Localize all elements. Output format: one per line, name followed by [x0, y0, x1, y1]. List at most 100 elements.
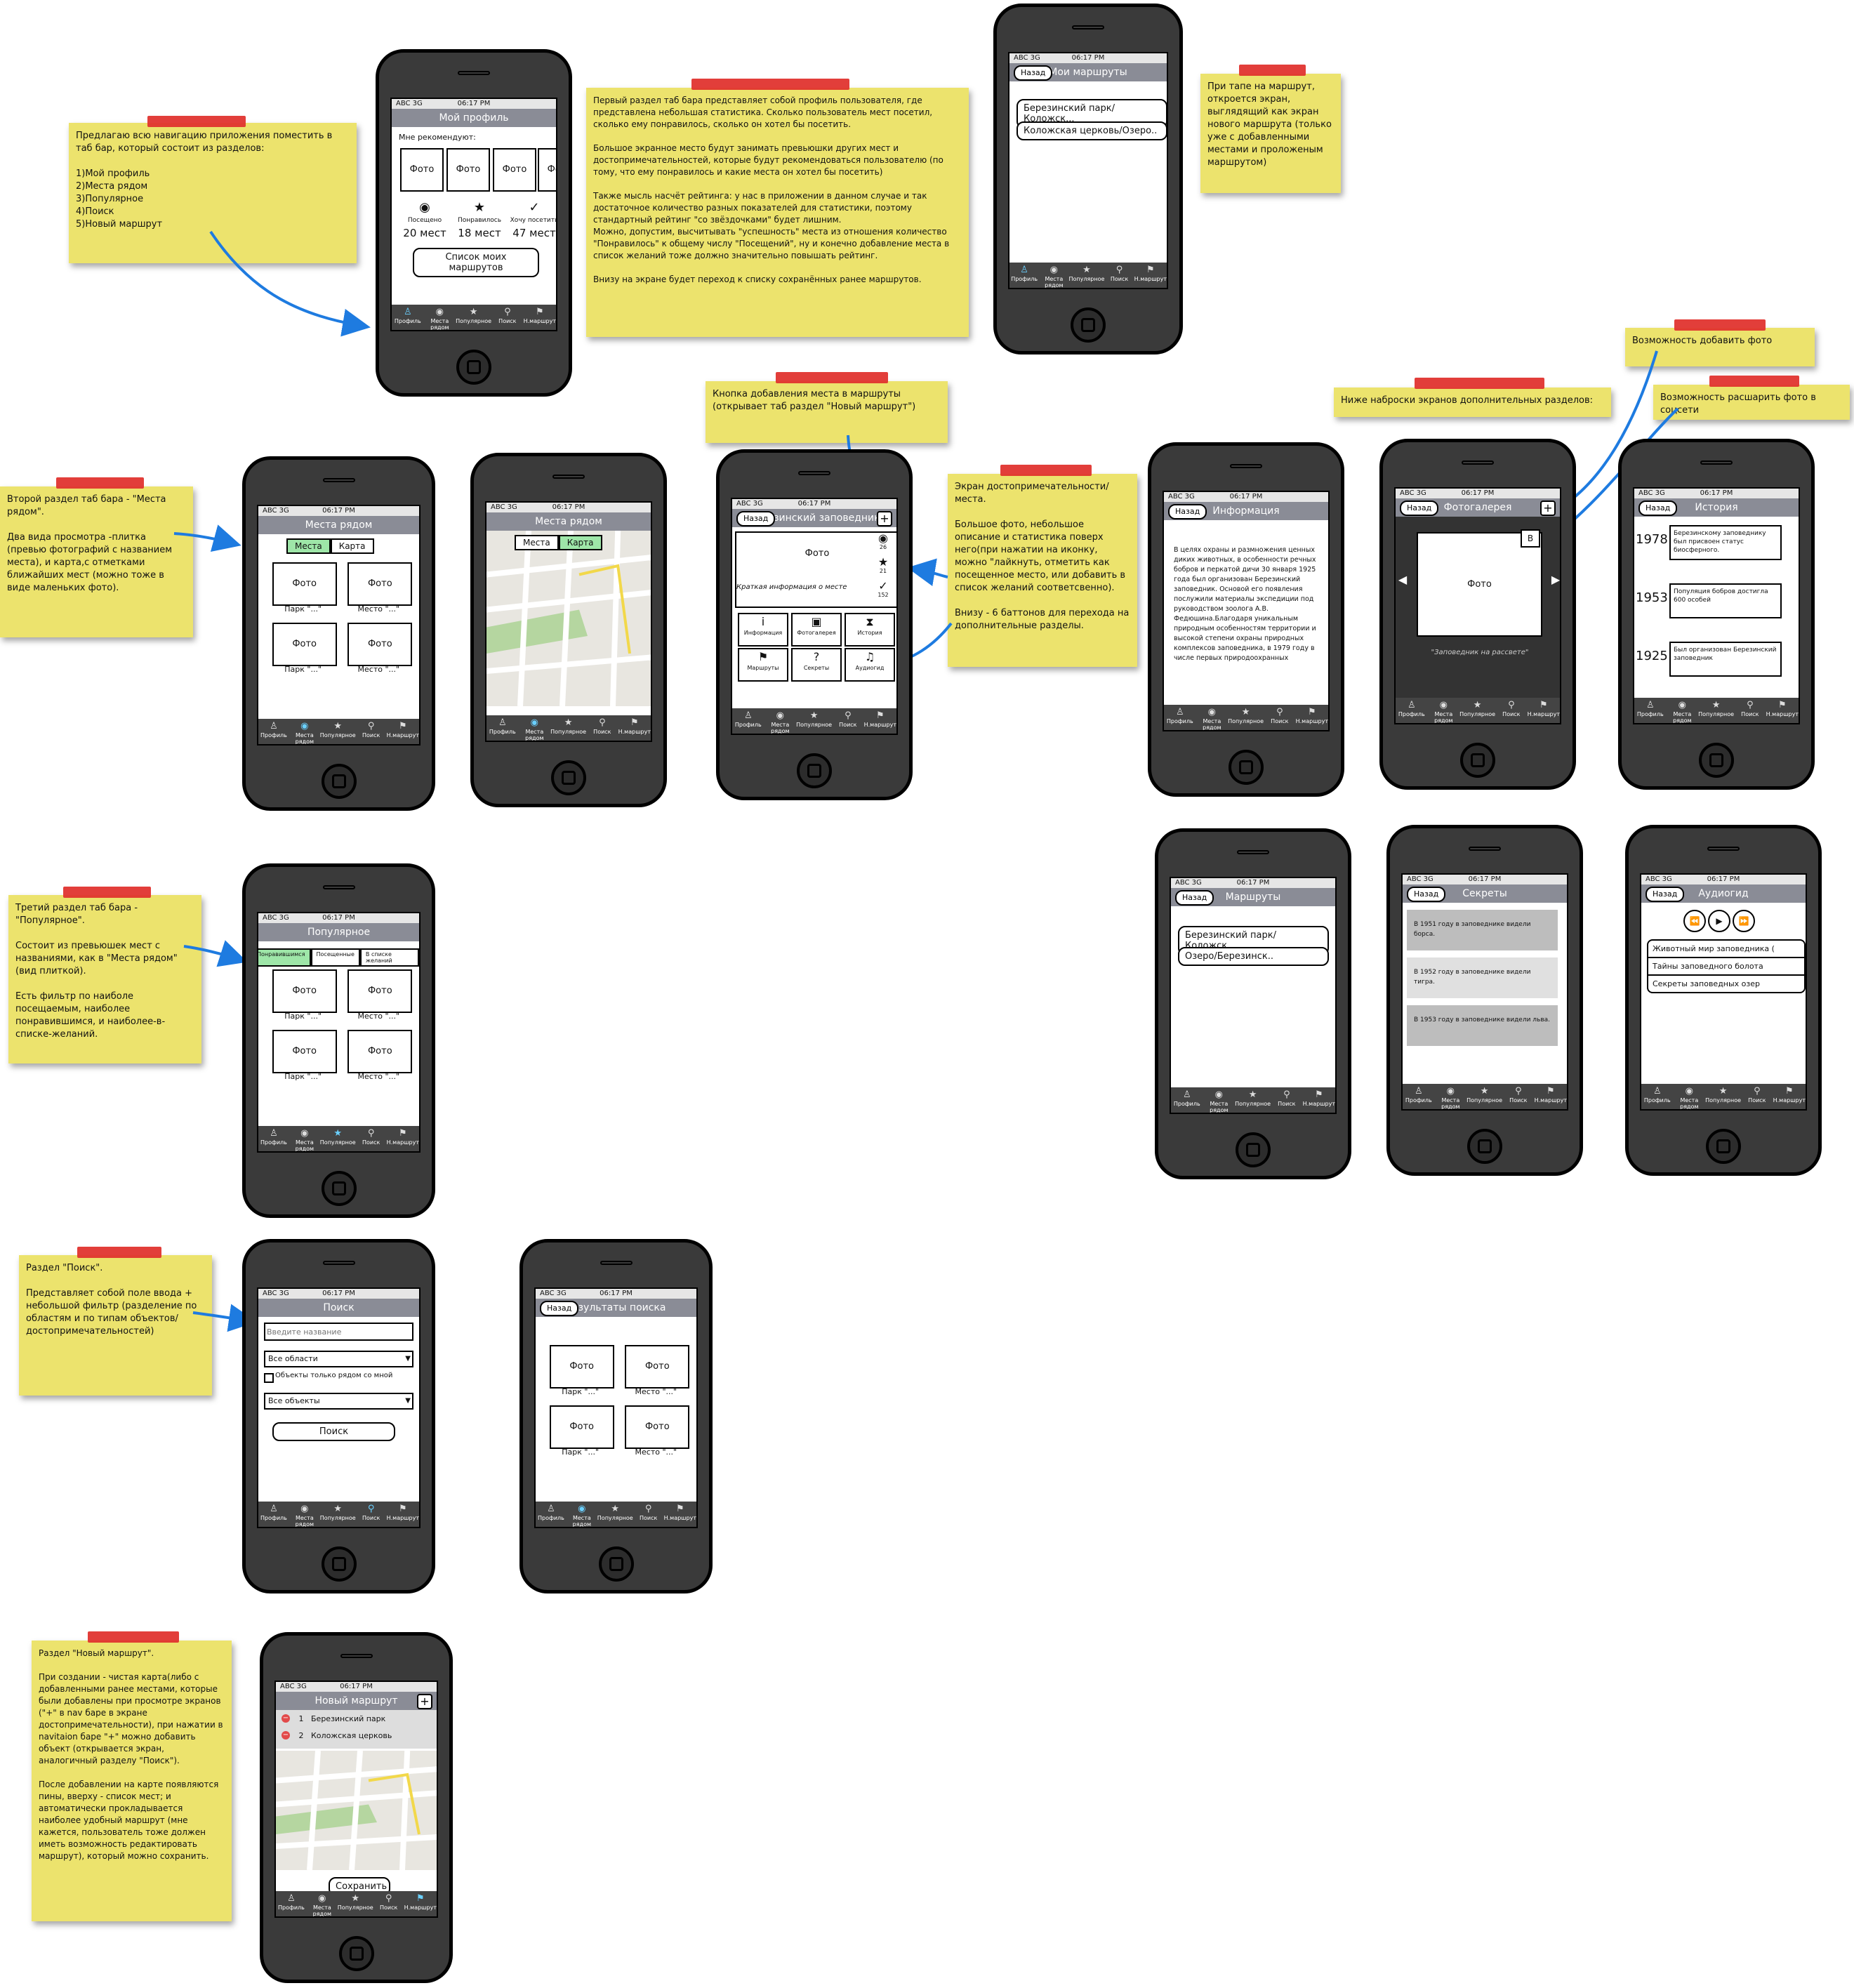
audio-track[interactable]: Тайны заповедного болота: [1648, 958, 1804, 976]
back-button[interactable]: Назад: [736, 511, 776, 526]
tab-star[interactable]: ★ Популярное: [1459, 698, 1495, 723]
tab-star[interactable]: ★ Популярное: [1698, 698, 1734, 723]
tab-profile[interactable]: ♙ Профиль: [1634, 698, 1667, 723]
search-input[interactable]: [264, 1323, 413, 1341]
tab-star[interactable]: ★ Популярное: [550, 715, 586, 741]
tab-eye[interactable]: ◉ Места рядом: [424, 305, 456, 330]
tab-search[interactable]: ⚲ Поиск: [1734, 698, 1766, 723]
place-tile-photo[interactable]: Фото: [272, 623, 337, 666]
eye-icon[interactable]: ◉: [878, 531, 888, 545]
add-button[interactable]: +: [417, 1694, 432, 1709]
tab-star[interactable]: ★ Популярное: [597, 1502, 633, 1527]
tiles-tab[interactable]: Места: [515, 535, 559, 550]
tab-profile[interactable]: ♙ Профиль: [1164, 705, 1196, 730]
tab-star[interactable]: ★ Популярное: [320, 1126, 356, 1151]
home-button[interactable]: [1460, 743, 1495, 778]
forward-icon[interactable]: ⏩: [1733, 910, 1755, 932]
routes-list-button[interactable]: Список моих маршрутов: [413, 248, 539, 277]
home-button[interactable]: [551, 760, 586, 795]
section-button[interactable]: ▣ Фотогалерея: [791, 613, 842, 647]
filter-tab[interactable]: В списке желаний: [359, 948, 419, 967]
tab-profile[interactable]: ♙ Профиль: [392, 305, 424, 330]
route-item[interactable]: Озеро/Березинск..: [1178, 947, 1329, 966]
place-tile-photo[interactable]: Фото: [347, 969, 413, 1013]
home-button[interactable]: [321, 1546, 357, 1582]
home-button[interactable]: [1236, 1132, 1271, 1167]
tab-profile[interactable]: ♙ Профиль: [276, 1891, 307, 1916]
tab-eye[interactable]: ◉ Места рядом: [1667, 698, 1699, 723]
home-button[interactable]: [1229, 750, 1264, 785]
tab-eye[interactable]: ◉ Места рядом: [307, 1891, 338, 1916]
tab-profile[interactable]: ♙ Профиль: [1641, 1084, 1674, 1109]
share-button[interactable]: B: [1521, 529, 1540, 548]
home-button[interactable]: [1706, 1129, 1741, 1164]
tab-eye[interactable]: ◉ Места рядом: [519, 715, 551, 741]
tab-eye[interactable]: ◉ Места рядом: [1039, 263, 1068, 288]
near-checkbox[interactable]: [264, 1373, 274, 1383]
tab-eye[interactable]: ◉ Места рядом: [1428, 698, 1460, 723]
play-icon[interactable]: ▶: [1708, 910, 1730, 932]
tab-eye[interactable]: ◉ Места рядом: [764, 708, 797, 734]
home-button[interactable]: [338, 1936, 374, 1971]
home-button[interactable]: [321, 764, 357, 799]
tab-search[interactable]: ⚲ Поиск: [1104, 263, 1134, 288]
place-tile-photo[interactable]: Фото: [272, 969, 337, 1013]
audio-track[interactable]: Животный мир заповедника (: [1648, 941, 1804, 958]
back-button[interactable]: Назад: [1638, 501, 1678, 516]
tab-eye[interactable]: ◉ Места рядом: [1203, 1087, 1236, 1113]
home-button[interactable]: [797, 753, 832, 788]
back-button[interactable]: Назад: [1168, 504, 1207, 519]
place-tile-photo[interactable]: Фото: [549, 1405, 614, 1449]
place-tile-photo[interactable]: Фото: [347, 562, 413, 606]
section-button[interactable]: ⚑ Маршруты: [738, 648, 788, 682]
map-tab[interactable]: Карта: [558, 535, 602, 550]
back-button[interactable]: Назад: [1175, 890, 1214, 906]
history-card[interactable]: Популяция бобров достигла 600 особей: [1669, 583, 1782, 618]
place-tile-photo[interactable]: Фото: [549, 1345, 614, 1389]
tab-star[interactable]: ★ Популярное: [456, 305, 491, 330]
tab-flag[interactable]: ⚑ Н.маршрут: [1134, 263, 1167, 288]
place-tile-photo[interactable]: Фото: [272, 562, 337, 606]
tab-profile[interactable]: ♙ Профиль: [486, 715, 519, 741]
history-card[interactable]: Был организован Березинский заповедник: [1669, 642, 1782, 677]
map-tab[interactable]: Карта: [330, 538, 374, 554]
tab-star[interactable]: ★ Популярное: [1228, 705, 1264, 730]
star-icon[interactable]: ★: [473, 200, 486, 215]
gallery-photo[interactable]: Фото: [1417, 532, 1542, 637]
tab-profile[interactable]: ♙ Профиль: [258, 1126, 289, 1151]
tab-search[interactable]: ⚲ Поиск: [1502, 1084, 1535, 1109]
route-map[interactable]: [276, 1751, 438, 1870]
add-button[interactable]: +: [877, 511, 892, 526]
tab-profile[interactable]: ♙ Профиль: [1171, 1087, 1203, 1113]
history-card[interactable]: Березинскому заповеднику был присвоен ст…: [1669, 525, 1782, 560]
place-photo[interactable]: Фото: [735, 531, 896, 608]
secret-item[interactable]: В 1951 году в заповеднике видели борса.: [1407, 910, 1558, 950]
audio-track[interactable]: Секреты заповедных озер: [1653, 979, 1761, 988]
tab-star[interactable]: ★ Популярное: [1705, 1084, 1741, 1109]
tab-search[interactable]: ⚲ Поиск: [586, 715, 618, 741]
secret-item[interactable]: В 1952 году в заповеднике видели тигра.: [1407, 957, 1558, 998]
tab-eye[interactable]: ◉ Места рядом: [289, 1502, 320, 1527]
tab-eye[interactable]: ◉ Места рядом: [1196, 705, 1229, 730]
tab-flag[interactable]: ⚑ Н.маршрут: [387, 1126, 419, 1151]
home-button[interactable]: [321, 1171, 357, 1206]
section-button[interactable]: i Информация: [738, 613, 788, 647]
tab-flag[interactable]: ⚑ Н.маршрут: [387, 719, 419, 744]
tab-eye[interactable]: ◉ Места рядом: [567, 1502, 597, 1527]
tab-flag[interactable]: ⚑ Н.маршрут: [664, 1502, 696, 1527]
tab-flag[interactable]: ⚑ Н.маршрут: [864, 708, 896, 734]
filter-select[interactable]: Все области ▼: [264, 1351, 413, 1367]
tab-profile[interactable]: ♙ Профиль: [258, 1502, 289, 1527]
tab-star[interactable]: ★ Популярное: [338, 1891, 373, 1916]
back-button[interactable]: Назад: [1014, 65, 1053, 81]
add-button[interactable]: +: [1540, 501, 1556, 516]
tab-search[interactable]: ⚲ Поиск: [1271, 1087, 1303, 1113]
place-tile-photo[interactable]: Фото: [272, 1030, 337, 1073]
tab-flag[interactable]: ⚑ Н.маршрут: [1303, 1087, 1335, 1113]
star-icon[interactable]: ★: [878, 555, 889, 569]
home-button[interactable]: [456, 350, 491, 385]
back-button[interactable]: Назад: [540, 1301, 579, 1316]
tab-star[interactable]: ★ Популярное: [320, 1502, 356, 1527]
tab-search[interactable]: ⚲ Поиск: [491, 305, 524, 330]
rewind-icon[interactable]: ⏪: [1683, 910, 1706, 932]
